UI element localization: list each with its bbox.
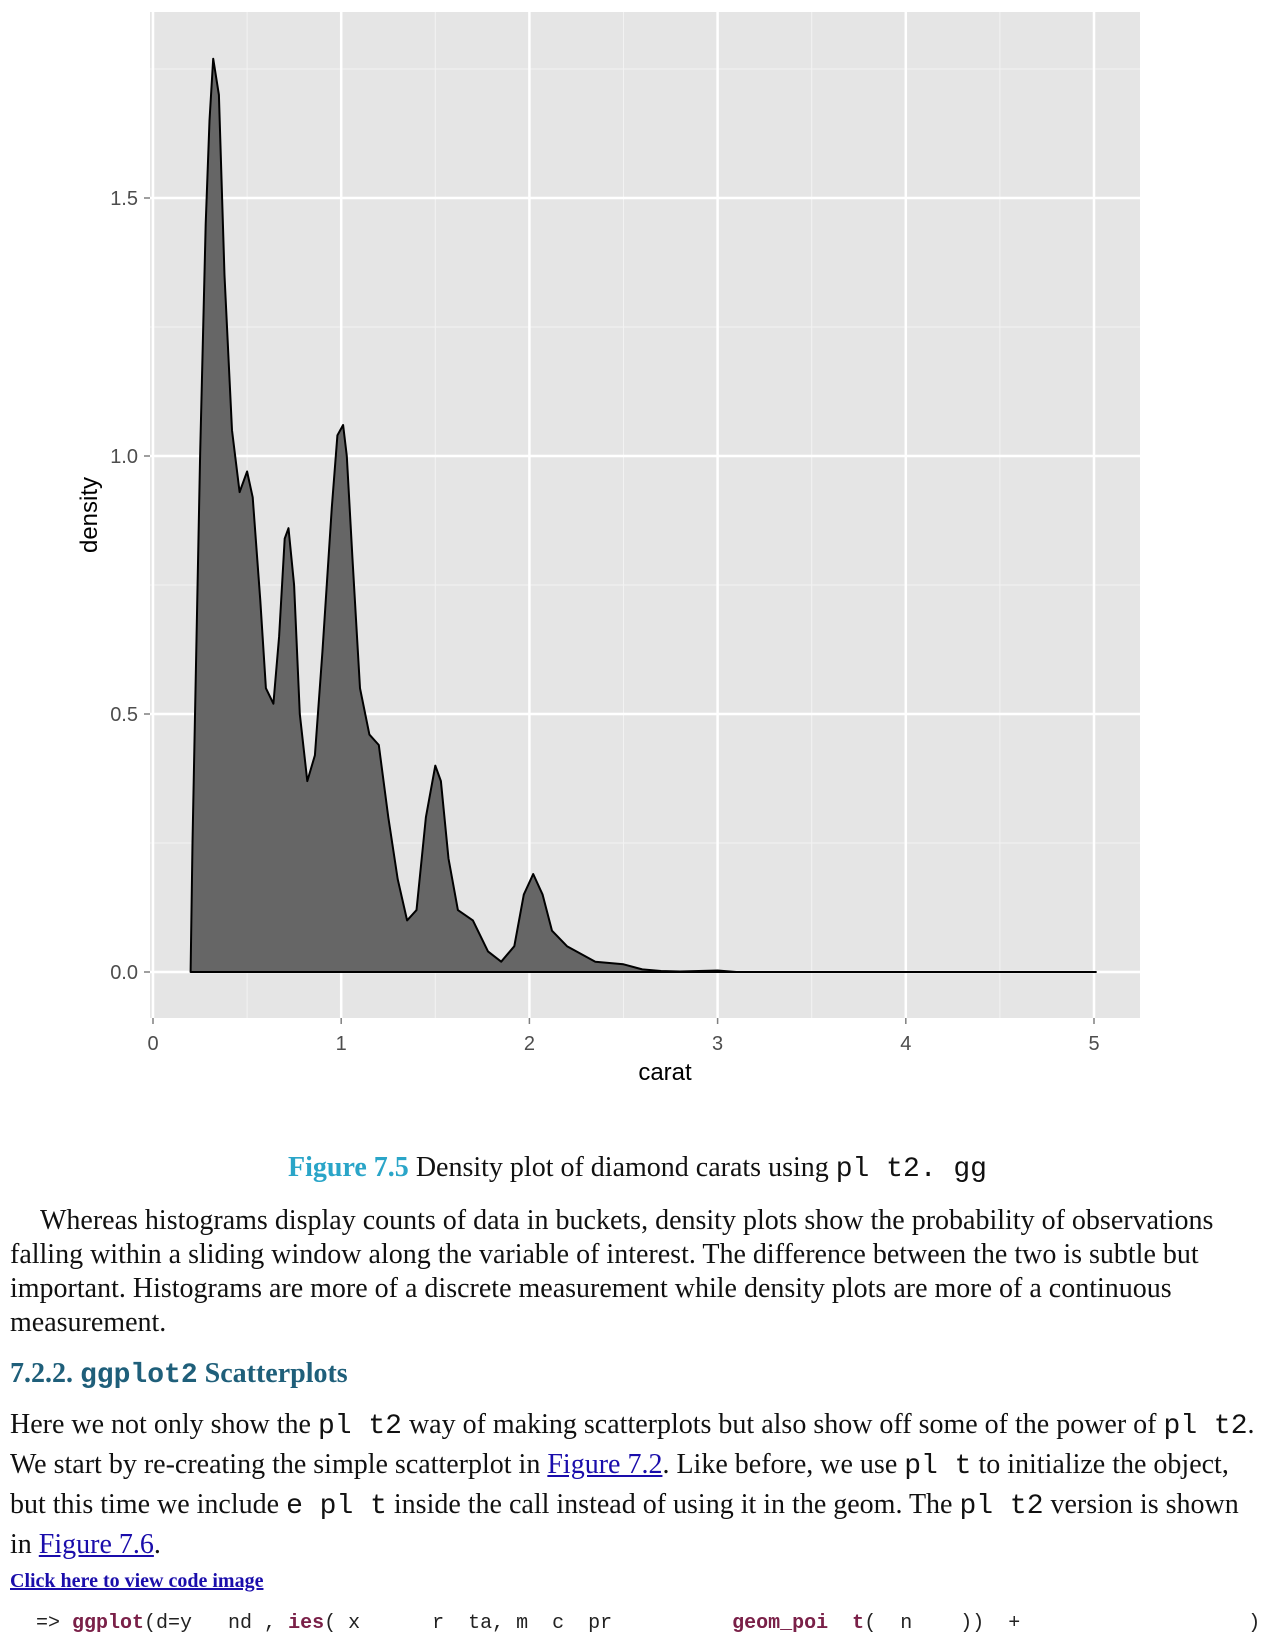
p2-code-3: pl t [904,1451,972,1482]
x-tick-label: 4 [900,1033,911,1055]
caption-text: Density plot of diamond carats using [408,1152,836,1183]
y-axis-title: density [76,477,103,553]
p2-code-2: pl t2 [1163,1411,1248,1442]
density-chart-svg: 0 1 2 3 4 5 0.0 0.5 1.0 1.5 carat density [76,12,1140,1086]
figure-caption: Figure 7.5 Density plot of diamond carat… [0,1150,1275,1188]
code-fn-aes: ies [288,1612,325,1635]
p2-text-3: . We start by re-creating the simple sca… [10,1409,1255,1480]
code-fn-geom-point: geom_poi t [732,1612,865,1635]
p2-text-1: Here we not only show the [10,1409,318,1440]
code-tail: ( n )) + ) [864,1612,1261,1635]
x-tick-label: 2 [524,1033,535,1055]
minor-gridlines [150,12,1140,1018]
density-area [189,57,1097,973]
y-axis-ticks: 0.0 0.5 1.0 1.5 [110,188,150,984]
p2-text-7: version is shown in [10,1489,1239,1560]
paragraph-density: Whereas histograms display counts of dat… [10,1205,1214,1338]
caption-code: pl t2. gg [835,1154,987,1185]
section-number: 7.2.2. [10,1358,80,1389]
view-code-image-link[interactable]: Click here to view code image [10,1570,264,1592]
p2-code-4: e pl t [286,1491,387,1522]
p2-code-5: pl t2 [959,1491,1044,1522]
p2-text-5: to initialize the object, but this time … [10,1449,1229,1520]
p2-text-4: . Like before, we use [662,1449,905,1480]
figure-7-6-link[interactable]: Figure 7.6 [38,1529,154,1560]
section-title: Scatterplots [197,1358,348,1389]
figure-number: Figure 7.5 [288,1152,409,1183]
code-prompt: => [36,1612,73,1635]
code-mid: (d=y nd , [144,1612,289,1635]
paragraph-scatterplots: Here we not only show the pl t2 way of m… [10,1406,1265,1564]
p2-text-6: inside the call instead of using it in t… [393,1489,960,1520]
p2-text-2: way of making scatterplots but also show… [408,1409,1164,1440]
section-heading: 7.2.2. ggplot2 Scatterplots [10,1358,348,1391]
x-tick-label: 1 [336,1033,347,1055]
x-axis-ticks: 0 1 2 3 4 5 [147,1018,1100,1055]
y-tick-label: 0.5 [110,704,138,726]
code-snippet: => ggplot(d=y nd , ies( x r ta, m c pr g… [36,1612,1260,1635]
x-axis-title: carat [638,1059,692,1086]
code-fn-ggplot: ggplot [72,1612,145,1635]
y-tick-label: 1.5 [110,188,138,210]
p2-text-8: . [153,1529,161,1560]
x-tick-label: 0 [147,1033,158,1055]
figure-7-2-link[interactable]: Figure 7.2 [547,1449,663,1480]
y-tick-label: 1.0 [110,446,138,468]
p2-code-1: pl t2 [317,1411,402,1442]
x-tick-label: 3 [712,1033,723,1055]
section-code: ggplot2 [80,1360,198,1391]
code-args: ( x r ta, m c pr [324,1612,733,1635]
density-chart: 0 1 2 3 4 5 0.0 0.5 1.0 1.5 carat density [76,12,1140,1086]
y-tick-label: 0.0 [110,962,138,984]
x-tick-label: 5 [1088,1033,1099,1055]
